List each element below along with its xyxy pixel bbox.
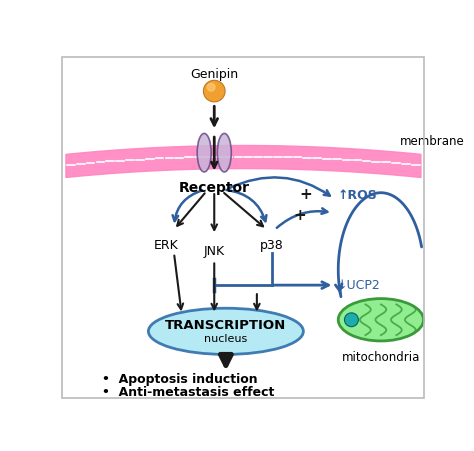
Text: •  Apoptosis induction: • Apoptosis induction — [102, 373, 257, 386]
Text: JNK: JNK — [204, 245, 225, 258]
Text: +: + — [293, 208, 306, 223]
Circle shape — [345, 313, 358, 327]
Text: Genipin: Genipin — [190, 68, 238, 81]
Circle shape — [203, 80, 225, 102]
Text: ↑ROS: ↑ROS — [337, 189, 377, 202]
Text: nucleus: nucleus — [204, 334, 247, 344]
Ellipse shape — [197, 133, 211, 172]
Text: Receptor: Receptor — [179, 181, 250, 195]
Text: ↓UCP2: ↓UCP2 — [337, 279, 381, 292]
Circle shape — [207, 83, 215, 91]
Text: •  Anti-metastasis effect: • Anti-metastasis effect — [102, 387, 274, 400]
Text: TRANSCRIPTION: TRANSCRIPTION — [165, 319, 286, 331]
Ellipse shape — [338, 299, 423, 341]
Text: mitochondria: mitochondria — [342, 350, 420, 364]
Ellipse shape — [148, 308, 303, 354]
Text: p38: p38 — [260, 239, 283, 252]
Text: membrane: membrane — [400, 135, 465, 148]
Text: ERK: ERK — [154, 239, 179, 252]
Text: +: + — [299, 187, 312, 202]
Ellipse shape — [218, 133, 231, 172]
